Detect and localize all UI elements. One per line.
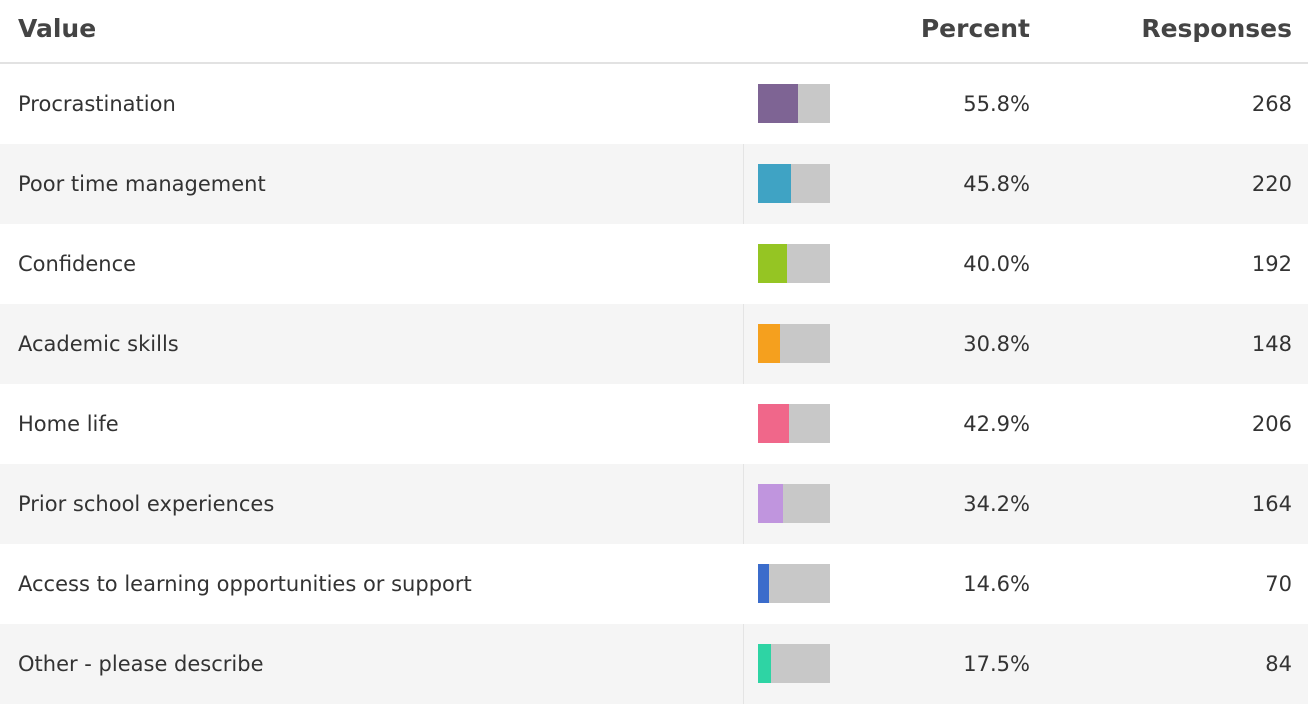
table-row: Other - please describe 17.5% 84 <box>0 624 1308 704</box>
header-percent: Percent <box>920 14 1030 43</box>
responses-label: 206 <box>1251 412 1292 436</box>
percent-label: 30.8% <box>963 332 1030 356</box>
percent-bar <box>758 644 771 683</box>
responses-label: 70 <box>1265 572 1292 596</box>
bar-track <box>758 164 830 203</box>
column-divider <box>743 624 744 704</box>
percent-bar <box>758 84 799 123</box>
header-responses: Responses <box>1141 14 1292 43</box>
responses-label: 220 <box>1251 172 1292 196</box>
bar-track <box>758 564 830 603</box>
percent-label: 40.0% <box>963 252 1030 276</box>
percent-label: 14.6% <box>963 572 1030 596</box>
bar-track <box>758 404 830 443</box>
percent-label: 42.9% <box>963 412 1030 436</box>
bar-track <box>758 484 830 523</box>
column-divider <box>743 464 744 544</box>
table-row: Confidence 40.0% 192 <box>0 224 1308 304</box>
bar-track <box>758 644 830 683</box>
table-row: Home life 42.9% 206 <box>0 384 1308 464</box>
percent-bar <box>758 164 791 203</box>
responses-label: 148 <box>1251 332 1292 356</box>
table-row: Access to learning opportunities or supp… <box>0 544 1308 624</box>
header-value: Value <box>18 14 97 43</box>
value-label: Other - please describe <box>18 652 264 676</box>
percent-bar <box>758 244 787 283</box>
responses-label: 84 <box>1265 652 1292 676</box>
value-label: Poor time management <box>18 172 266 196</box>
bar-track <box>758 324 830 363</box>
percent-label: 45.8% <box>963 172 1030 196</box>
value-label: Confidence <box>18 252 137 276</box>
value-label: Access to learning opportunities or supp… <box>18 572 472 596</box>
column-divider <box>743 144 744 224</box>
value-label: Academic skills <box>18 332 179 356</box>
header-divider <box>0 62 1308 64</box>
percent-bar <box>758 404 789 443</box>
bar-track <box>758 84 830 123</box>
table-row: Prior school experiences 34.2% 164 <box>0 464 1308 544</box>
value-label: Prior school experiences <box>18 492 275 516</box>
percent-label: 55.8% <box>963 92 1030 116</box>
bar-track <box>758 244 830 283</box>
percent-bar <box>758 484 783 523</box>
value-label: Procrastination <box>18 92 176 116</box>
percent-label: 34.2% <box>963 492 1030 516</box>
table-row: Academic skills 30.8% 148 <box>0 304 1308 384</box>
column-divider <box>743 304 744 384</box>
responses-label: 268 <box>1251 92 1292 116</box>
table-row: Procrastination 55.8% 268 <box>0 64 1308 144</box>
percent-bar <box>758 564 769 603</box>
responses-label: 192 <box>1251 252 1292 276</box>
table-row: Poor time management 45.8% 220 <box>0 144 1308 224</box>
responses-label: 164 <box>1251 492 1292 516</box>
percent-label: 17.5% <box>963 652 1030 676</box>
value-label: Home life <box>18 412 119 436</box>
percent-bar <box>758 324 781 363</box>
